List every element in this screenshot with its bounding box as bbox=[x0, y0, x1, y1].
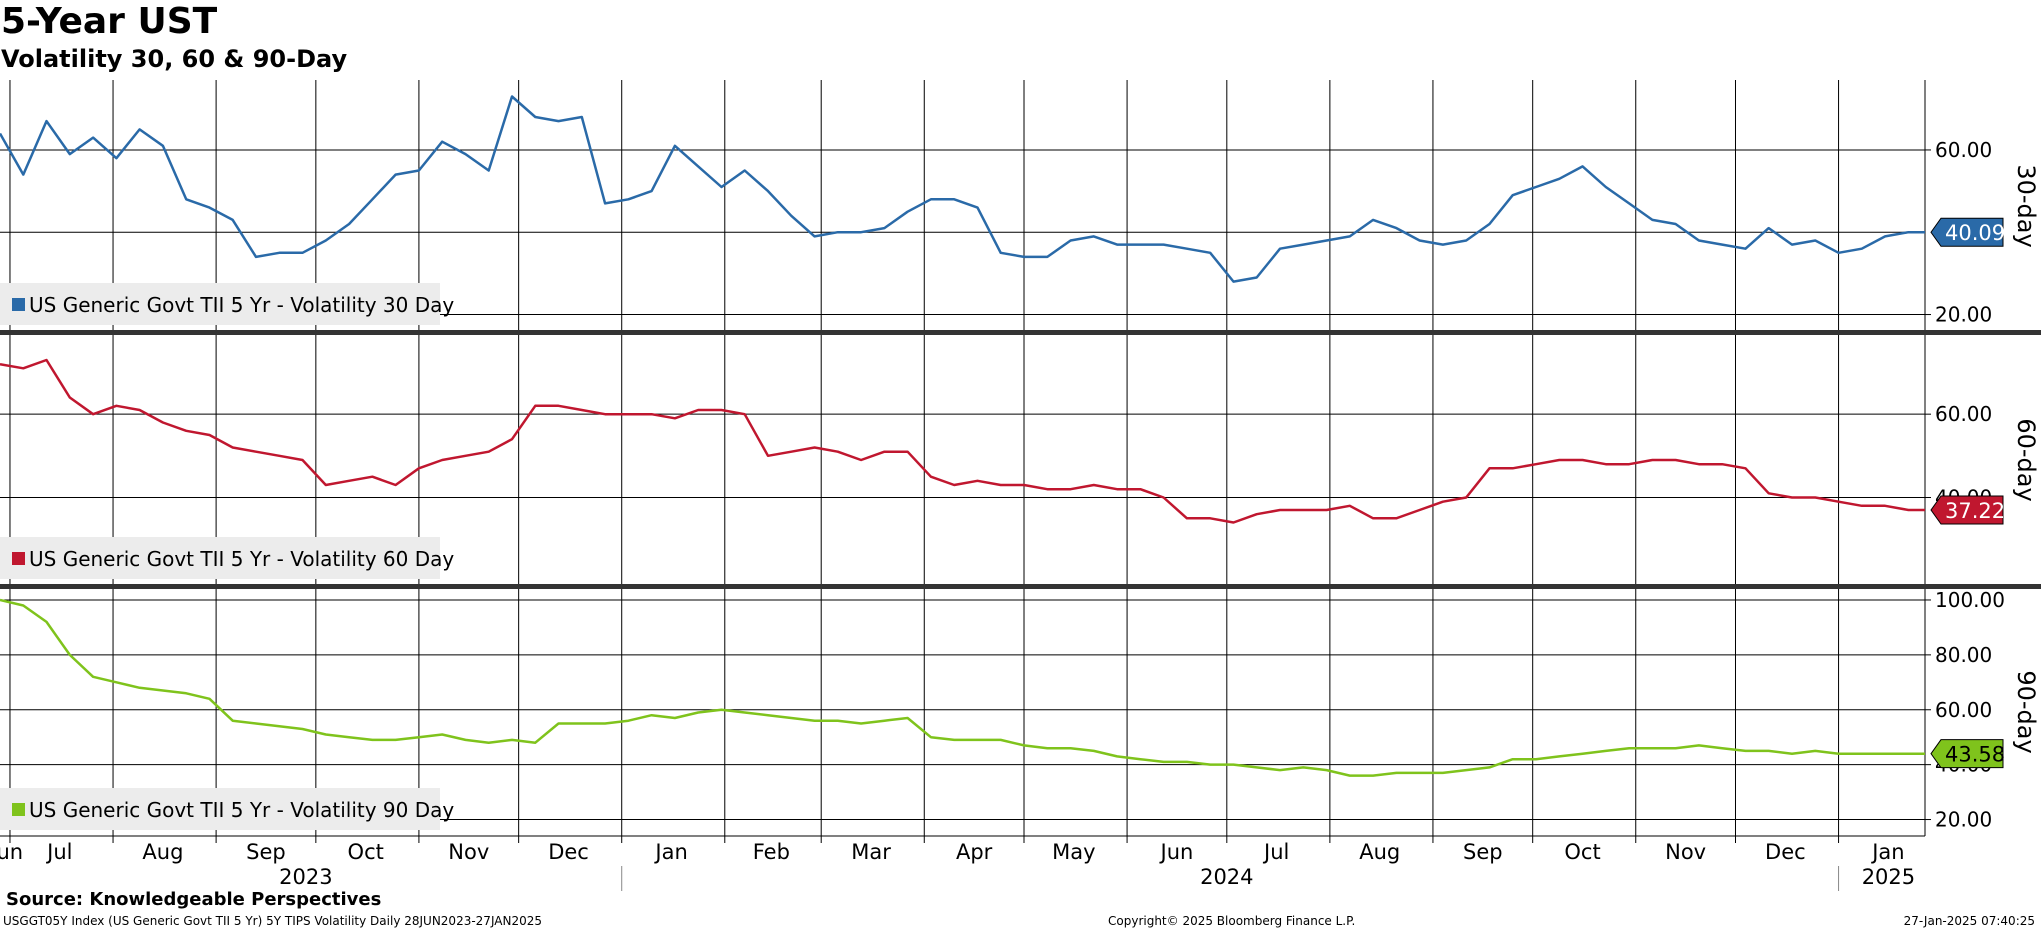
legend-box bbox=[0, 537, 440, 579]
x-tick-label: Mar bbox=[851, 840, 891, 864]
y-tick-label: 80.00 bbox=[1935, 643, 1992, 667]
x-tick-label: Dec bbox=[548, 840, 589, 864]
x-tick-label: Aug bbox=[1359, 840, 1400, 864]
y-tick-label: 60.00 bbox=[1935, 138, 1992, 162]
x-tick-label: Nov bbox=[448, 840, 489, 864]
last-value-marker bbox=[1930, 739, 2004, 769]
y-tick-label: 20.00 bbox=[1935, 303, 1992, 327]
footer-ticker: USGGT05Y Index (US Generic Govt TII 5 Yr… bbox=[3, 914, 542, 928]
x-tick-label: Sep bbox=[1463, 840, 1503, 864]
x-tick-label: Jan bbox=[653, 840, 687, 864]
panel-separator bbox=[0, 584, 2041, 589]
y-tick-label: 20.00 bbox=[1935, 808, 1992, 832]
x-tick-label: Oct bbox=[348, 840, 384, 864]
x-tick-label: Sep bbox=[246, 840, 286, 864]
legend-label: US Generic Govt TII 5 Yr - Volatility 30… bbox=[29, 293, 454, 317]
y-tick-label: 100.00 bbox=[1935, 588, 2005, 612]
footer-copyright: Copyright© 2025 Bloomberg Finance L.P. bbox=[1108, 914, 1356, 928]
legend-label: US Generic Govt TII 5 Yr - Volatility 60… bbox=[29, 547, 454, 571]
last-value-label: 43.58 bbox=[1945, 743, 2005, 767]
x-tick-label: Jun bbox=[0, 840, 23, 864]
panel-label: 30-day bbox=[2012, 164, 2040, 247]
x-tick-label: Nov bbox=[1665, 840, 1706, 864]
footer-timestamp: 27-Jan-2025 07:40:25 bbox=[1903, 914, 2035, 928]
y-tick-label: 60.00 bbox=[1935, 402, 1992, 426]
x-tick-label: Jun bbox=[1159, 840, 1194, 864]
legend-label: US Generic Govt TII 5 Yr - Volatility 90… bbox=[29, 798, 454, 822]
chart-title: 5-Year UST bbox=[1, 1, 218, 42]
panel-label: 60-day bbox=[2012, 418, 2040, 501]
panel-separator bbox=[0, 330, 2041, 335]
legend-box bbox=[0, 788, 440, 830]
last-value-label: 37.22 bbox=[1945, 499, 2005, 523]
series-line-90-day bbox=[0, 598, 1925, 777]
series-line-30-day bbox=[0, 95, 1925, 283]
legend-box bbox=[0, 283, 440, 325]
year-label: 2023 bbox=[279, 865, 332, 889]
series-line-60-day bbox=[0, 358, 1925, 524]
y-tick-label: 60.00 bbox=[1935, 698, 1992, 722]
x-tick-label: Dec bbox=[1765, 840, 1806, 864]
source-note: Source: Knowledgeable Perspectives bbox=[6, 889, 382, 910]
legend-swatch bbox=[12, 552, 25, 565]
chart-subtitle: Volatility 30, 60 & 90-Day bbox=[1, 45, 348, 73]
x-tick-label: Oct bbox=[1564, 840, 1600, 864]
legend-swatch bbox=[12, 298, 25, 311]
x-tick-label: Apr bbox=[956, 840, 993, 864]
legend-swatch bbox=[12, 803, 25, 816]
x-tick-label: Jul bbox=[45, 840, 72, 864]
last-value-label: 40.09 bbox=[1945, 221, 2005, 245]
year-label: 2024 bbox=[1200, 865, 1253, 889]
x-tick-label: Jul bbox=[1262, 840, 1289, 864]
x-tick-label: Feb bbox=[753, 840, 790, 864]
panel-label: 90-day bbox=[2012, 670, 2040, 753]
x-tick-label: May bbox=[1052, 840, 1095, 864]
year-label: 2025 bbox=[1862, 865, 1915, 889]
last-value-marker bbox=[1930, 495, 2004, 525]
last-value-marker bbox=[1930, 217, 2004, 247]
x-tick-label: Jan bbox=[1870, 840, 1904, 864]
x-tick-label: Aug bbox=[142, 840, 183, 864]
